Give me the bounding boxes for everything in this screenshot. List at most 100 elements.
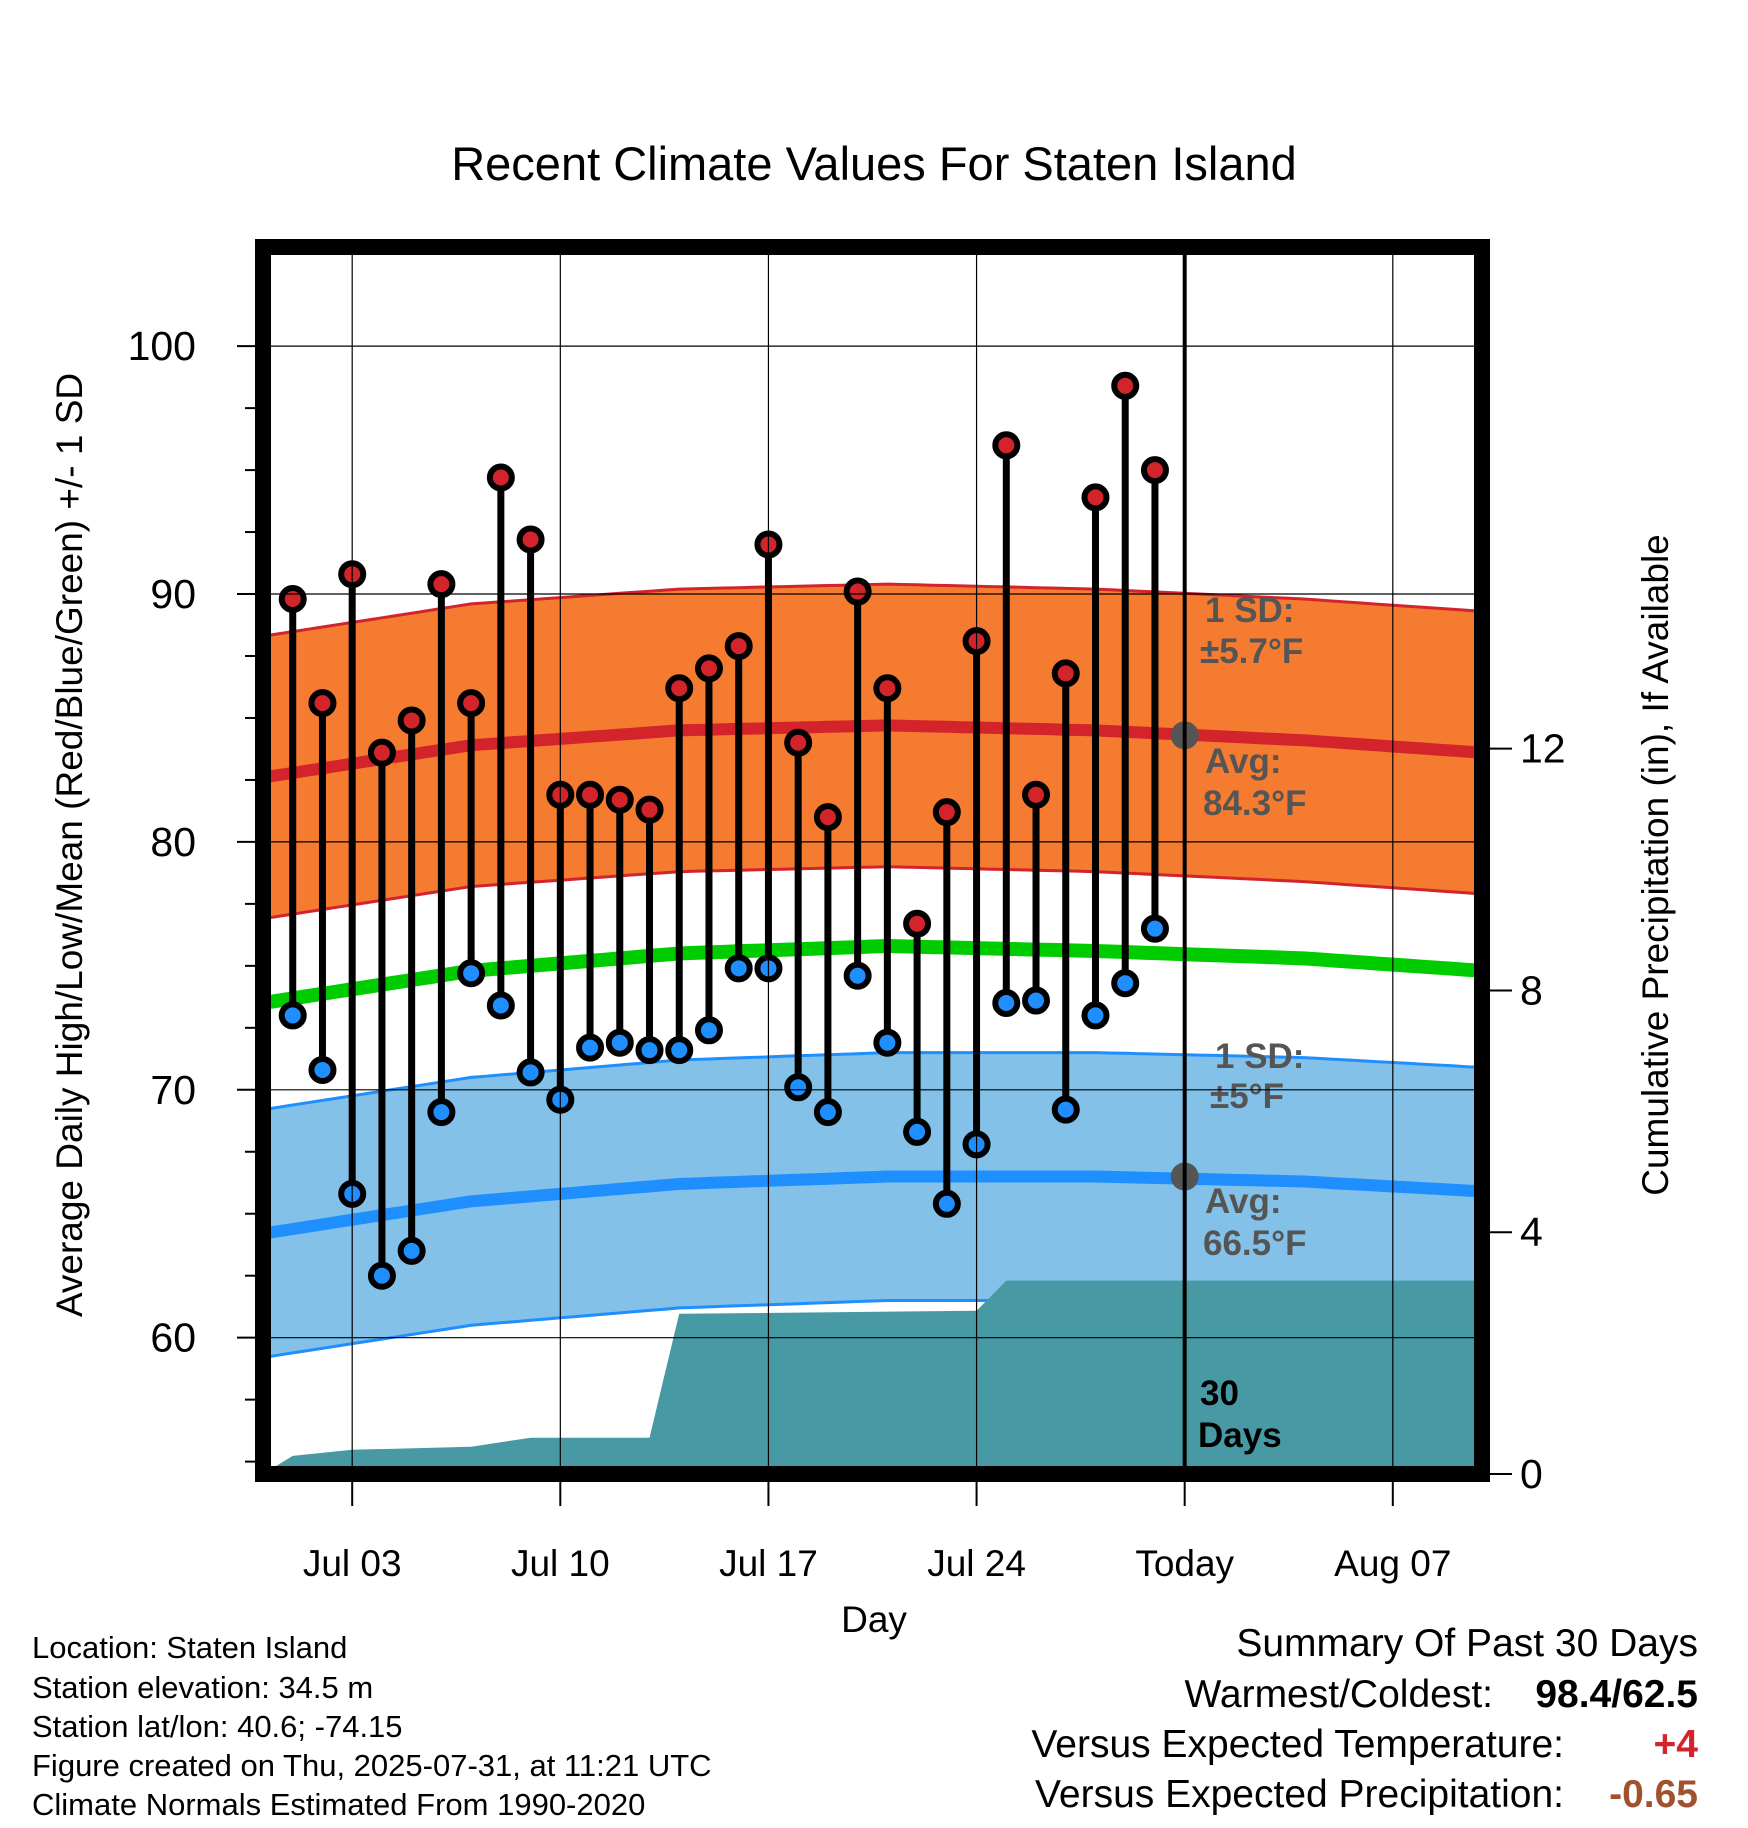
days-word-label: Days <box>1198 1416 1282 1455</box>
daily-low-point <box>486 991 515 1020</box>
daily-high-point <box>784 728 813 757</box>
daily-high-point <box>903 909 932 938</box>
daily-high-point <box>873 674 902 703</box>
daily-low-point <box>1140 914 1169 943</box>
daily-low-point <box>724 954 753 983</box>
high-sd-band <box>263 584 1482 919</box>
high-sd-upper-line <box>263 582 1482 638</box>
low-sd-label: 1 SD: <box>1215 1037 1304 1076</box>
daily-low-point <box>873 1028 902 1057</box>
daily-low-point <box>1081 1001 1110 1030</box>
daily-high-point <box>724 632 753 661</box>
avg-low-line <box>263 1170 1482 1240</box>
daily-low-point <box>932 1189 961 1218</box>
y-tick-label: 100 <box>128 323 196 369</box>
daily-low-point <box>516 1058 545 1087</box>
grid <box>263 247 1482 1474</box>
summary-precip-value: -0.65 <box>1609 1773 1698 1816</box>
daily-high-point <box>1022 780 1051 809</box>
plot-content <box>263 582 1482 1474</box>
daily-high-point <box>1081 483 1110 512</box>
daily-high-point <box>367 738 396 767</box>
summary-temp-value: +4 <box>1654 1723 1699 1766</box>
daily-high-point <box>932 798 961 827</box>
summary-warmest-label: Warmest/Coldest: <box>1185 1673 1493 1716</box>
daily-low-point <box>992 989 1021 1018</box>
daily-low-point <box>665 1036 694 1065</box>
daily-high-point <box>516 525 545 554</box>
summary-title: Summary Of Past 30 Days <box>1236 1622 1698 1665</box>
daily-high-point <box>843 577 872 606</box>
daily-low-point <box>694 1016 723 1045</box>
daily-high-point <box>665 674 694 703</box>
high-sd-label: 1 SD: <box>1205 591 1294 630</box>
info-normals: Climate Normals Estimated From 1990-2020 <box>32 1787 645 1822</box>
y2-tick-label: 4 <box>1520 1209 1543 1255</box>
summary-temp-label: Versus Expected Temperature: <box>1031 1723 1564 1766</box>
daily-low-point <box>635 1036 664 1065</box>
summary-panel: Summary Of Past 30 Days Warmest/Coldest:… <box>1031 1622 1698 1816</box>
x-axis-label: Day <box>841 1599 907 1640</box>
info-elevation: Station elevation: 34.5 m <box>32 1670 373 1705</box>
daily-low-point <box>903 1117 932 1146</box>
daily-high-point <box>813 803 842 832</box>
daily-high-point <box>576 780 605 809</box>
daily-low-point <box>576 1033 605 1062</box>
avg-mean-line <box>263 938 1482 1010</box>
daily-low-point <box>843 961 872 990</box>
daily-low-point <box>427 1098 456 1127</box>
high-avg-label: Avg: <box>1205 742 1281 781</box>
y-tick-label: 90 <box>150 571 196 617</box>
low-sd-upper-line <box>263 1051 1482 1112</box>
daily-high-point <box>1140 456 1169 485</box>
daily-high-point <box>992 431 1021 460</box>
low-avg-label: Avg: <box>1205 1182 1281 1221</box>
daily-high-point <box>1051 659 1080 688</box>
info-latlon: Station lat/lon: 40.6; -74.15 <box>32 1709 403 1744</box>
x-tick-label: Jul 03 <box>303 1543 402 1584</box>
x-tick-label: Jul 10 <box>511 1543 610 1584</box>
daily-high-point <box>605 785 634 814</box>
info-created: Figure created on Thu, 2025-07-31, at 11… <box>32 1748 712 1783</box>
x-tick-label: Today <box>1135 1543 1234 1584</box>
daily-high-point <box>486 463 515 492</box>
daily-low-point <box>367 1261 396 1290</box>
avg-high-line <box>263 719 1482 784</box>
y2-tick-label: 12 <box>1520 726 1566 772</box>
daily-low-point <box>308 1055 337 1084</box>
info-location: Location: Staten Island <box>32 1630 347 1665</box>
daily-low-point <box>813 1098 842 1127</box>
daily-high-point <box>1111 371 1140 400</box>
summary-warmest-value: 98.4/62.5 <box>1535 1673 1698 1716</box>
y2-tick-label: 8 <box>1520 967 1543 1013</box>
high-sd-lower-line <box>263 865 1482 921</box>
daily-high-point <box>397 706 426 735</box>
station-info: Location: Staten Island Station elevatio… <box>32 1630 712 1822</box>
x-tick-label: Aug 07 <box>1334 1543 1451 1584</box>
low-sd-value: ±5°F <box>1210 1077 1284 1116</box>
daily-low-point <box>605 1028 634 1057</box>
low-avg-value: 66.5°F <box>1203 1224 1307 1263</box>
chart-title: Recent Climate Values For Staten Island <box>451 137 1297 190</box>
daily-high-point <box>457 689 486 718</box>
y-tick-label: 70 <box>150 1067 196 1113</box>
daily-low-point <box>1051 1095 1080 1124</box>
daily-high-point <box>308 689 337 718</box>
x-tick-label: Jul 17 <box>719 1543 818 1584</box>
y-tick-label: 60 <box>150 1315 196 1361</box>
summary-precip-label: Versus Expected Precipitation: <box>1035 1773 1564 1816</box>
daily-low-point <box>397 1236 426 1265</box>
precip-area <box>263 1280 1482 1474</box>
daily-high-point <box>635 795 664 824</box>
days-number-label: 30 <box>1200 1374 1239 1413</box>
daily-high-point <box>427 570 456 599</box>
plot-frame <box>255 239 1490 1482</box>
y-tick-label: 80 <box>150 819 196 865</box>
x-tick-label: Jul 24 <box>927 1543 1026 1584</box>
daily-high-point <box>694 654 723 683</box>
daily-low-point <box>784 1073 813 1102</box>
daily-low-point <box>1022 986 1051 1015</box>
daily-low-point <box>278 1001 307 1030</box>
